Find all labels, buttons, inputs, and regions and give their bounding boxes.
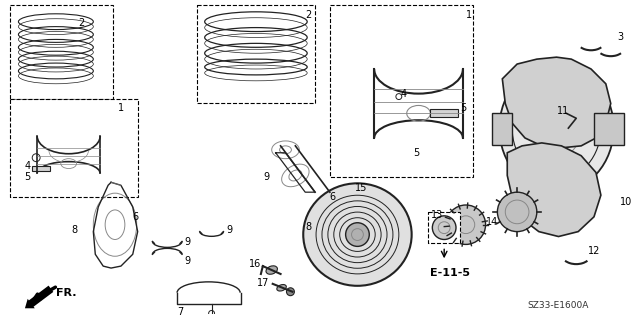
Text: 5: 5 xyxy=(413,148,420,158)
Text: 8: 8 xyxy=(305,222,311,232)
Text: 9: 9 xyxy=(184,256,190,266)
FancyArrow shape xyxy=(25,286,53,308)
Text: 8: 8 xyxy=(72,225,78,235)
Circle shape xyxy=(287,288,294,296)
FancyBboxPatch shape xyxy=(10,99,138,197)
Text: 5: 5 xyxy=(24,173,31,182)
Text: 6: 6 xyxy=(132,212,139,222)
Ellipse shape xyxy=(497,192,537,232)
Text: 5: 5 xyxy=(460,103,466,114)
Ellipse shape xyxy=(433,216,456,240)
Text: 15: 15 xyxy=(355,183,367,193)
FancyBboxPatch shape xyxy=(197,5,315,103)
Text: 4: 4 xyxy=(24,161,31,171)
Text: 1: 1 xyxy=(118,103,124,114)
Text: E-11-5: E-11-5 xyxy=(430,268,470,278)
Text: 2: 2 xyxy=(305,10,312,20)
Text: 12: 12 xyxy=(588,246,600,256)
Text: 10: 10 xyxy=(620,197,632,207)
Polygon shape xyxy=(508,143,601,236)
Ellipse shape xyxy=(499,64,614,192)
Text: FR.: FR. xyxy=(56,288,76,298)
Text: 6: 6 xyxy=(330,192,336,202)
Text: 13: 13 xyxy=(431,210,444,220)
Bar xyxy=(32,166,50,172)
Text: 17: 17 xyxy=(257,278,269,288)
Bar xyxy=(430,109,458,117)
Text: 4: 4 xyxy=(401,89,407,99)
Ellipse shape xyxy=(277,285,286,291)
FancyBboxPatch shape xyxy=(10,5,113,99)
Polygon shape xyxy=(502,57,611,148)
Text: 7: 7 xyxy=(177,308,183,317)
Bar xyxy=(594,113,623,145)
Text: 14: 14 xyxy=(486,217,498,227)
Text: 2: 2 xyxy=(79,18,84,28)
Text: 9: 9 xyxy=(184,236,190,247)
FancyBboxPatch shape xyxy=(330,5,473,177)
Text: SZ33-E1600A: SZ33-E1600A xyxy=(527,300,588,310)
Text: 9: 9 xyxy=(227,225,232,235)
Text: 11: 11 xyxy=(557,107,569,116)
Text: 16: 16 xyxy=(249,259,261,269)
Text: 3: 3 xyxy=(618,32,624,41)
FancyBboxPatch shape xyxy=(428,212,460,243)
Ellipse shape xyxy=(346,223,369,246)
Ellipse shape xyxy=(266,266,277,274)
Bar xyxy=(492,113,512,145)
Ellipse shape xyxy=(446,205,486,244)
Ellipse shape xyxy=(303,183,412,286)
Text: 9: 9 xyxy=(264,173,270,182)
Text: 1: 1 xyxy=(466,10,472,20)
